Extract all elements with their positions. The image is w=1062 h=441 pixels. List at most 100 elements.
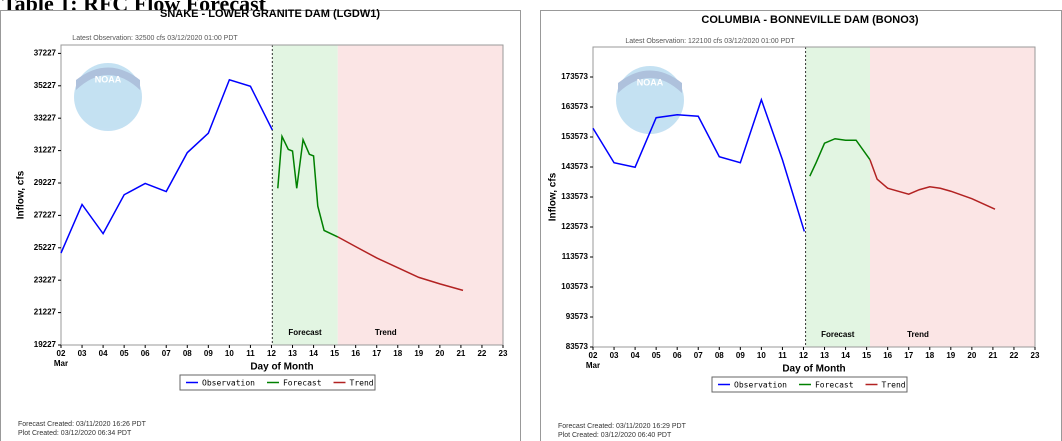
legend-label: Forecast	[815, 381, 854, 390]
subtitle: Latest Observation: 122100 cfs 03/12/202…	[625, 38, 795, 45]
series-line	[277, 133, 339, 238]
x-tick-label: 14	[309, 349, 318, 358]
y-tick-label: 35227	[34, 81, 57, 90]
month-label: Mar	[54, 359, 68, 368]
x-tick-label: 16	[883, 351, 892, 360]
series-line	[337, 236, 464, 292]
svg-text:NOAA: NOAA	[95, 74, 122, 84]
y-tick-label: 27227	[34, 211, 57, 220]
x-tick-label: 22	[1009, 351, 1018, 360]
y-tick-label: 33227	[34, 113, 57, 122]
y-tick-label: 123573	[561, 222, 588, 231]
y-tick-label: 113573	[562, 252, 589, 261]
noaa-logo: NOAA	[616, 66, 684, 134]
y-tick-label: 93573	[566, 312, 589, 321]
x-tick-label: 15	[330, 349, 339, 358]
x-tick-label: 17	[372, 349, 381, 358]
x-tick-label: 09	[736, 351, 745, 360]
x-tick-label: 21	[988, 351, 997, 360]
x-tick-label: 05	[652, 351, 661, 360]
x-tick-label: 18	[393, 349, 402, 358]
series-line	[592, 97, 806, 232]
chart-panel: NOAA Forecast Trend SNAKE - LOWER GRANITE …	[0, 8, 521, 441]
x-tick-label: 04	[99, 349, 108, 358]
series-line	[60, 78, 273, 254]
annotation: Forecast	[288, 328, 322, 337]
x-tick-label: 10	[757, 351, 766, 360]
x-tick-label: 19	[946, 351, 955, 360]
y-axis-label: Inflow, cfs	[16, 170, 27, 219]
chart-title: COLUMBIA - BONNEVILLE DAM (BONO3)	[701, 14, 918, 26]
legend: Observation Forecast Trend	[179, 374, 376, 391]
x-tick-label: 08	[183, 349, 192, 358]
y-tick-label: 103573	[561, 282, 588, 291]
x-tick-label: 08	[715, 351, 724, 360]
x-tick-label: 16	[351, 349, 360, 358]
y-axis-label: Inflow, cfs	[548, 172, 559, 221]
x-tick-label: 23	[1031, 351, 1040, 360]
legend-label: Observation	[734, 381, 787, 390]
x-tick-label: 13	[288, 349, 297, 358]
x-tick-label: 11	[246, 349, 255, 358]
legend: Observation Forecast Trend	[711, 376, 908, 393]
y-tick-label: 21227	[34, 308, 57, 317]
x-tick-label: 03	[610, 351, 619, 360]
x-axis-label: Day of Month	[782, 364, 845, 375]
x-tick-label: 09	[204, 349, 213, 358]
x-tick-label: 07	[162, 349, 171, 358]
series-line	[869, 159, 996, 210]
x-tick-label: 20	[435, 349, 444, 358]
legend-label: Forecast	[283, 379, 322, 388]
month-label: Mar	[586, 361, 600, 370]
x-tick-label: 06	[141, 349, 150, 358]
x-tick-label: 07	[694, 351, 703, 360]
y-tick-label: 153573	[561, 132, 588, 141]
x-tick-label: 13	[820, 351, 829, 360]
noaa-logo: NOAA	[74, 63, 142, 131]
forecast-region	[805, 47, 870, 347]
x-tick-label: 17	[904, 351, 913, 360]
trend-region	[869, 47, 1035, 347]
y-tick-label: 25227	[34, 243, 57, 252]
annotation: Forecast	[821, 330, 855, 339]
y-tick-label: 83573	[566, 342, 589, 351]
x-tick-label: 22	[477, 349, 486, 358]
x-tick-label: 12	[267, 349, 276, 358]
x-tick-label: 15	[862, 351, 871, 360]
series-line	[809, 137, 871, 177]
x-tick-label: 12	[799, 351, 808, 360]
y-tick-label: 19227	[34, 340, 57, 349]
y-tick-label: 133573	[561, 192, 588, 201]
legend-label: Trend	[350, 379, 374, 388]
x-tick-label: 02	[589, 351, 598, 360]
y-tick-label: 143573	[561, 162, 588, 171]
x-tick-label: 19	[414, 349, 423, 358]
x-tick-label: 03	[78, 349, 87, 358]
y-tick-label: 31227	[34, 146, 57, 155]
x-tick-label: 21	[456, 349, 465, 358]
legend-label: Observation	[202, 379, 255, 388]
subtitle: Latest Observation: 32500 cfs 03/12/2020…	[72, 35, 238, 42]
chart-title: SNAKE - LOWER GRANITE DAM (LGDW1)	[160, 8, 380, 20]
x-tick-label: 04	[631, 351, 640, 360]
annotation: Trend	[907, 330, 929, 339]
annotation: Trend	[375, 328, 397, 337]
x-tick-label: 05	[120, 349, 129, 358]
x-tick-label: 18	[925, 351, 934, 360]
svg-text:NOAA: NOAA	[637, 77, 664, 87]
plot-frame	[60, 44, 504, 346]
x-tick-label: 20	[967, 351, 976, 360]
x-tick-label: 11	[778, 351, 787, 360]
forecast-region	[272, 45, 338, 345]
footer-text: Forecast Created: 03/11/2020 16:29 PDT	[558, 423, 687, 430]
x-tick-label: 10	[225, 349, 234, 358]
y-tick-label: 23227	[34, 275, 57, 284]
chart-panel: NOAA Forecast Trend COLUMBIA - BONNEVILLE …	[540, 10, 1062, 441]
x-tick-label: 23	[499, 349, 508, 358]
footer-text: Plot Created: 03/12/2020 06:34 PDT	[18, 430, 132, 437]
footer-text: Forecast Created: 03/11/2020 16:26 PDT	[18, 421, 147, 428]
x-tick-label: 02	[57, 349, 66, 358]
y-tick-label: 173573	[561, 72, 588, 81]
trend-region	[337, 45, 503, 345]
